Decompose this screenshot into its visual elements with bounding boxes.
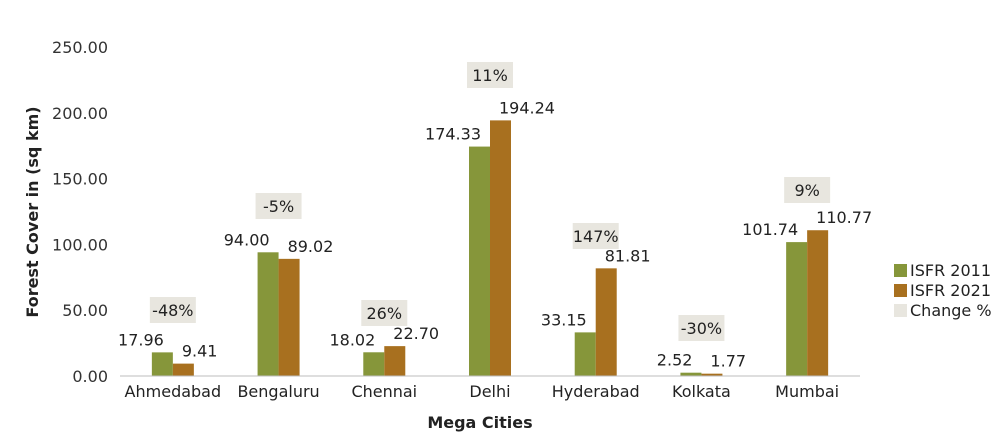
legend-item-change-label: Change % — [910, 301, 992, 320]
data-label-isfr2011: 18.02 — [329, 330, 375, 349]
data-label-isfr2011: 33.15 — [541, 310, 587, 329]
category-label: Chennai — [351, 382, 417, 401]
change-box — [784, 177, 831, 203]
legend-item-change-swatch — [894, 304, 907, 317]
change-label: 9% — [794, 181, 819, 200]
change-label: 147% — [573, 227, 619, 246]
change-label: -48% — [152, 301, 193, 320]
data-label-isfr2011: 101.74 — [742, 220, 798, 239]
legend-item-isfr2011-swatch — [894, 264, 907, 277]
y-axis-title: Forest Cover in (sq km) — [23, 106, 42, 317]
bar-isfr2011 — [363, 352, 385, 376]
bar-isfr2021 — [490, 120, 511, 376]
y-tick-label: 150.00 — [52, 170, 108, 189]
bar-isfr2021 — [807, 230, 829, 376]
bar-isfr2011 — [680, 372, 702, 376]
bar-isfr2021 — [595, 268, 617, 376]
data-label-isfr2011: 2.52 — [657, 351, 693, 370]
category-label: Bengaluru — [237, 382, 319, 401]
change-box — [678, 315, 725, 341]
y-tick-label: 200.00 — [52, 104, 108, 123]
change-box — [255, 193, 302, 219]
bar-isfr2011 — [786, 242, 808, 376]
change-box — [572, 223, 619, 249]
category-label: Mumbai — [775, 382, 839, 401]
data-label-isfr2021: 89.02 — [288, 237, 334, 256]
category-label: Delhi — [469, 382, 510, 401]
data-label-isfr2021: 194.24 — [499, 98, 555, 117]
bar-isfr2011 — [574, 332, 596, 376]
category-label: Ahmedabad — [125, 382, 222, 401]
data-label-isfr2021: 81.81 — [605, 246, 651, 265]
bar-isfr2011 — [257, 252, 279, 376]
bar-isfr2021 — [384, 346, 406, 376]
change-label: 11% — [472, 66, 508, 85]
x-axis: Ahmedabad Bengaluru Chennai Delhi Hyderabad K… — [120, 375, 860, 401]
category-label: Hyderabad — [552, 382, 640, 401]
bar-isfr2021 — [701, 373, 723, 376]
change-label: 26% — [367, 304, 403, 323]
bar-isfr2021 — [172, 363, 194, 376]
y-tick-label: 250.00 — [52, 38, 108, 57]
data-label-isfr2021: 1.77 — [710, 352, 746, 371]
change-label: -30% — [681, 319, 722, 338]
data-label-isfr2011: 94.00 — [224, 230, 270, 249]
data-label-isfr2011: 17.96 — [118, 330, 164, 349]
y-tick-label: 0.00 — [72, 367, 108, 386]
y-axis: 0.00 50.00 100.00 150.00 200.00 250.00 — [52, 38, 108, 386]
x-axis-title: Mega Cities — [427, 413, 532, 432]
legend-item-isfr2021-swatch — [894, 284, 907, 297]
change-box — [467, 62, 513, 88]
legend-item-isfr2011-label: ISFR 2011 — [910, 261, 991, 280]
y-tick-label: 50.00 — [62, 301, 108, 320]
bar-isfr2011 — [469, 146, 490, 376]
data-label-isfr2021: 22.70 — [393, 324, 439, 343]
change-box — [149, 297, 196, 323]
data-label-isfr2021: 110.77 — [816, 208, 872, 227]
bar-isfr2011 — [151, 352, 173, 376]
data-label-isfr2011: 174.33 — [425, 125, 481, 144]
bar-isfr2021 — [278, 258, 300, 376]
change-box — [361, 300, 408, 326]
category-label: Kolkata — [672, 382, 731, 401]
data-label-isfr2021: 9.41 — [182, 342, 218, 361]
y-tick-label: 100.00 — [52, 235, 108, 254]
legend-item-isfr2021-label: ISFR 2021 — [910, 281, 991, 300]
change-label: -5% — [263, 197, 294, 216]
